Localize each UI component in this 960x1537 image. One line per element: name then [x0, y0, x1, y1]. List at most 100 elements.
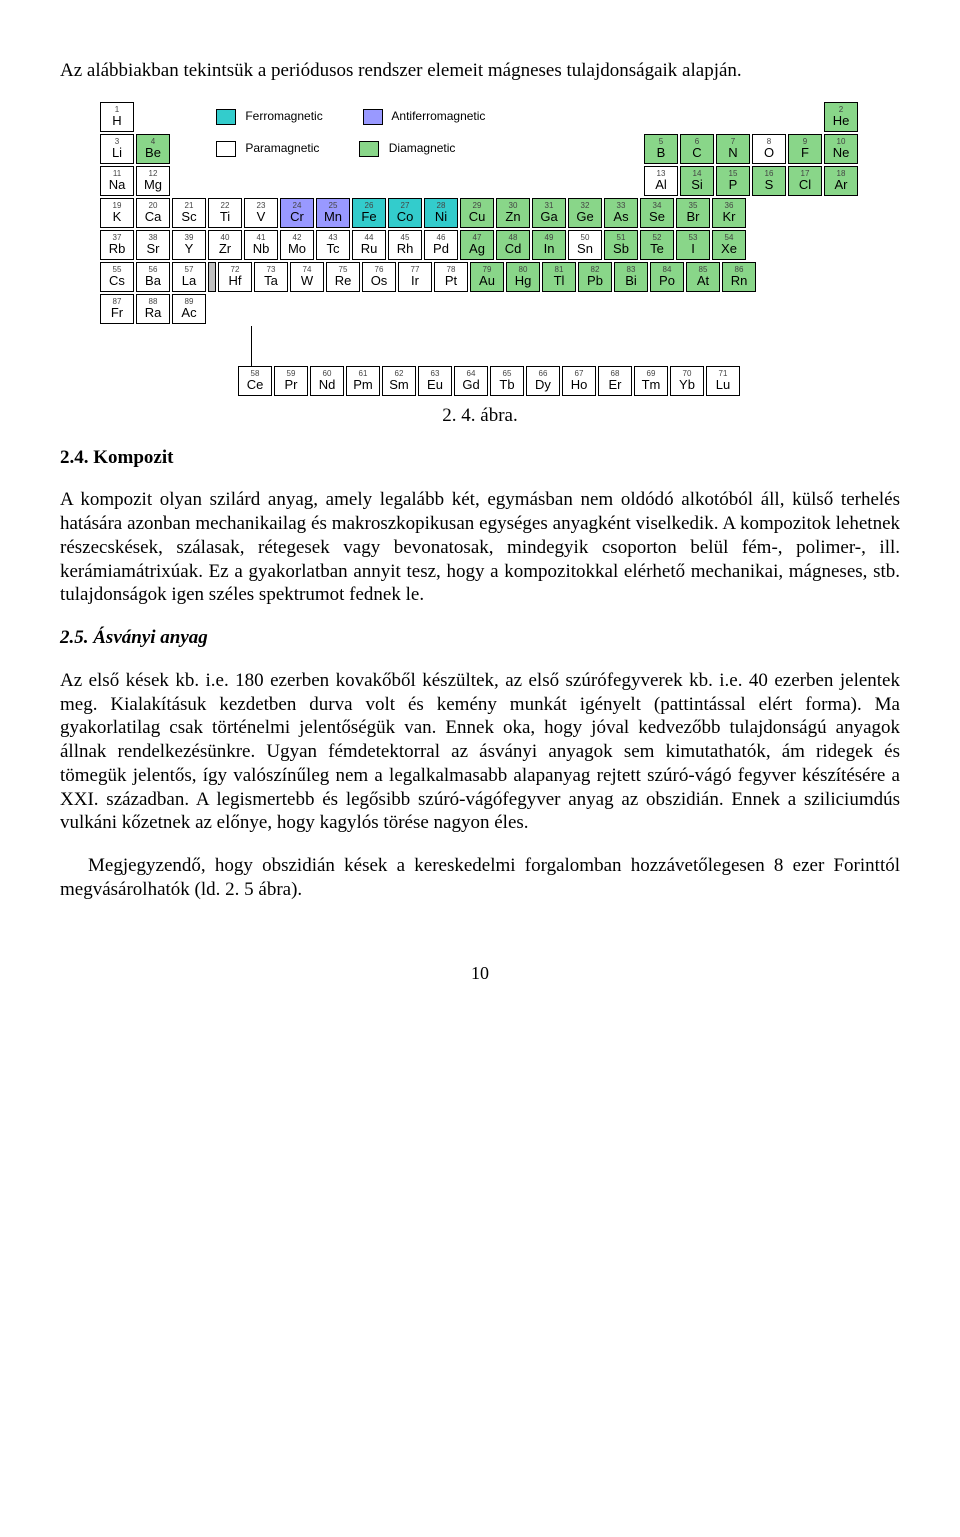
- pt-cell: 74W: [290, 262, 324, 292]
- pt-cell: 8O: [752, 134, 786, 164]
- pt-cell: 53I: [676, 230, 710, 260]
- pt-cell: 17Cl: [788, 166, 822, 196]
- pt-cell: 26Fe: [352, 198, 386, 228]
- pt-cell: 84Po: [650, 262, 684, 292]
- pt-cell: 62Sm: [382, 366, 416, 396]
- swatch-ferromagnetic: [216, 109, 236, 125]
- pt-cell: 42Mo: [280, 230, 314, 260]
- pt-cell: 5B: [644, 134, 678, 164]
- pt-cell: 38Sr: [136, 230, 170, 260]
- pt-cell: 39Y: [172, 230, 206, 260]
- swatch-diamagnetic: [359, 141, 379, 157]
- pt-cell: 60Nd: [310, 366, 344, 396]
- pt-cell: 14Si: [680, 166, 714, 196]
- pt-cell: 70Yb: [670, 366, 704, 396]
- pt-row-lanthanides: 58Ce59Pr60Nd61Pm62Sm63Eu64Gd65Tb66Dy67Ho…: [100, 366, 860, 396]
- pt-cell: 72Hf: [218, 262, 252, 292]
- pt-cell: 23V: [244, 198, 278, 228]
- pt-cell: 41Nb: [244, 230, 278, 260]
- pt-cell: 77Ir: [398, 262, 432, 292]
- pt-cell: 11Na: [100, 166, 134, 196]
- pt-cell: 13Al: [644, 166, 678, 196]
- legend-item: Ferromagnetic: [216, 109, 323, 125]
- swatch-paramagnetic: [216, 141, 236, 157]
- pt-cell: 22Ti: [208, 198, 242, 228]
- pt-row-1: 1H Ferromagnetic Antiferromagnetic 2He: [100, 102, 860, 132]
- figure-caption: 2. 4. ábra.: [60, 404, 900, 428]
- pt-cell: 71Lu: [706, 366, 740, 396]
- intro-text: Az alábbiakban tekintsük a periódusos re…: [60, 59, 900, 83]
- legend-item: Paramagnetic: [216, 141, 319, 157]
- pt-cell: 81Tl: [542, 262, 576, 292]
- pt-cell: 75Re: [326, 262, 360, 292]
- pt-cell: 78Pt: [434, 262, 468, 292]
- pt-cell: 30Zn: [496, 198, 530, 228]
- connector-line: [251, 326, 252, 366]
- pt-cell: 19K: [100, 198, 134, 228]
- pt-cell: 4Be: [136, 134, 170, 164]
- legend-label: Ferromagnetic: [245, 109, 322, 123]
- pt-cell: 83Bi: [614, 262, 648, 292]
- pt-cell: 76Os: [362, 262, 396, 292]
- pt-cell: 61Pm: [346, 366, 380, 396]
- pt-cell: 68Er: [598, 366, 632, 396]
- pt-cell: 37Rb: [100, 230, 134, 260]
- pt-cell: 86Rn: [722, 262, 756, 292]
- pt-cell: 69Tm: [634, 366, 668, 396]
- pt-cell: 43Tc: [316, 230, 350, 260]
- pt-cell: 1H: [100, 102, 134, 132]
- pt-cell: 29Cu: [460, 198, 494, 228]
- pt-cell: 52Te: [640, 230, 674, 260]
- pt-cell: 59Pr: [274, 366, 308, 396]
- section-2-5-body-p2: Megjegyzendő, hogy obszidián kések a ker…: [60, 854, 900, 902]
- pt-cell: 21Sc: [172, 198, 206, 228]
- pt-cell: 24Cr: [280, 198, 314, 228]
- pt-cell: 3Li: [100, 134, 134, 164]
- pt-cell: 2He: [824, 102, 858, 132]
- pt-row-6: 55Cs56Ba57La72Hf73Ta74W75Re76Os77Ir78Pt7…: [100, 262, 860, 292]
- pt-row-2: 3Li 4Be Paramagnetic Diamagnetic 5B 6C 7…: [100, 134, 860, 164]
- legend-label: Diamagnetic: [389, 141, 456, 155]
- pt-cell: 73Ta: [254, 262, 288, 292]
- pt-cell: 33As: [604, 198, 638, 228]
- pt-cell: 36Kr: [712, 198, 746, 228]
- pt-cell: 6C: [680, 134, 714, 164]
- pt-cell: 87Fr: [100, 294, 134, 324]
- pt-cell: 54Xe: [712, 230, 746, 260]
- pt-row-3: 11Na 12Mg 13Al 14Si 15P 16S 17Cl 18Ar: [100, 166, 860, 196]
- pt-cell: 58Ce: [238, 366, 272, 396]
- pt-cell: 51Sb: [604, 230, 638, 260]
- section-2-5-body-p1: Az első kések kb. i.e. 180 ezerben kovak…: [60, 669, 900, 835]
- pt-cell: 15P: [716, 166, 750, 196]
- pt-row-5: 37Rb38Sr39Y40Zr41Nb42Mo43Tc44Ru45Rh46Pd 4…: [100, 230, 860, 260]
- pt-cell: 82Pb: [578, 262, 612, 292]
- pt-cell: 16S: [752, 166, 786, 196]
- pt-cell: 85At: [686, 262, 720, 292]
- pt-cell: 46Pd: [424, 230, 458, 260]
- pt-cell: 57La: [172, 262, 206, 292]
- pt-cell: 66Dy: [526, 366, 560, 396]
- pt-cell: 45Rh: [388, 230, 422, 260]
- pt-cell: 31Ga: [532, 198, 566, 228]
- pt-cell: 44Ru: [352, 230, 386, 260]
- pt-cell: 40Zr: [208, 230, 242, 260]
- pt-cell: 48Cd: [496, 230, 530, 260]
- pt-cell: 49In: [532, 230, 566, 260]
- legend-label: Paramagnetic: [245, 141, 319, 155]
- pt-cell: 63Eu: [418, 366, 452, 396]
- pt-cell: 27Co: [388, 198, 422, 228]
- pt-cell: 25Mn: [316, 198, 350, 228]
- pt-cell: 18Ar: [824, 166, 858, 196]
- section-2-5-heading: 2.5. Ásványi anyag: [60, 626, 900, 650]
- pt-cell: 28Ni: [424, 198, 458, 228]
- pt-cell: 12Mg: [136, 166, 170, 196]
- pt-cell: 9F: [788, 134, 822, 164]
- pt-cell: 20Ca: [136, 198, 170, 228]
- pt-cell: 80Hg: [506, 262, 540, 292]
- pt-row-4: 19K20Ca21Sc22Ti23V24Cr25Mn26Fe27Co28Ni29…: [100, 198, 860, 228]
- pt-cell: 50Sn: [568, 230, 602, 260]
- pt-cell: 32Ge: [568, 198, 602, 228]
- pt-cell: [208, 262, 216, 292]
- pt-cell: 65Tb: [490, 366, 524, 396]
- section-2-4-heading: 2.4. Kompozit: [60, 446, 900, 470]
